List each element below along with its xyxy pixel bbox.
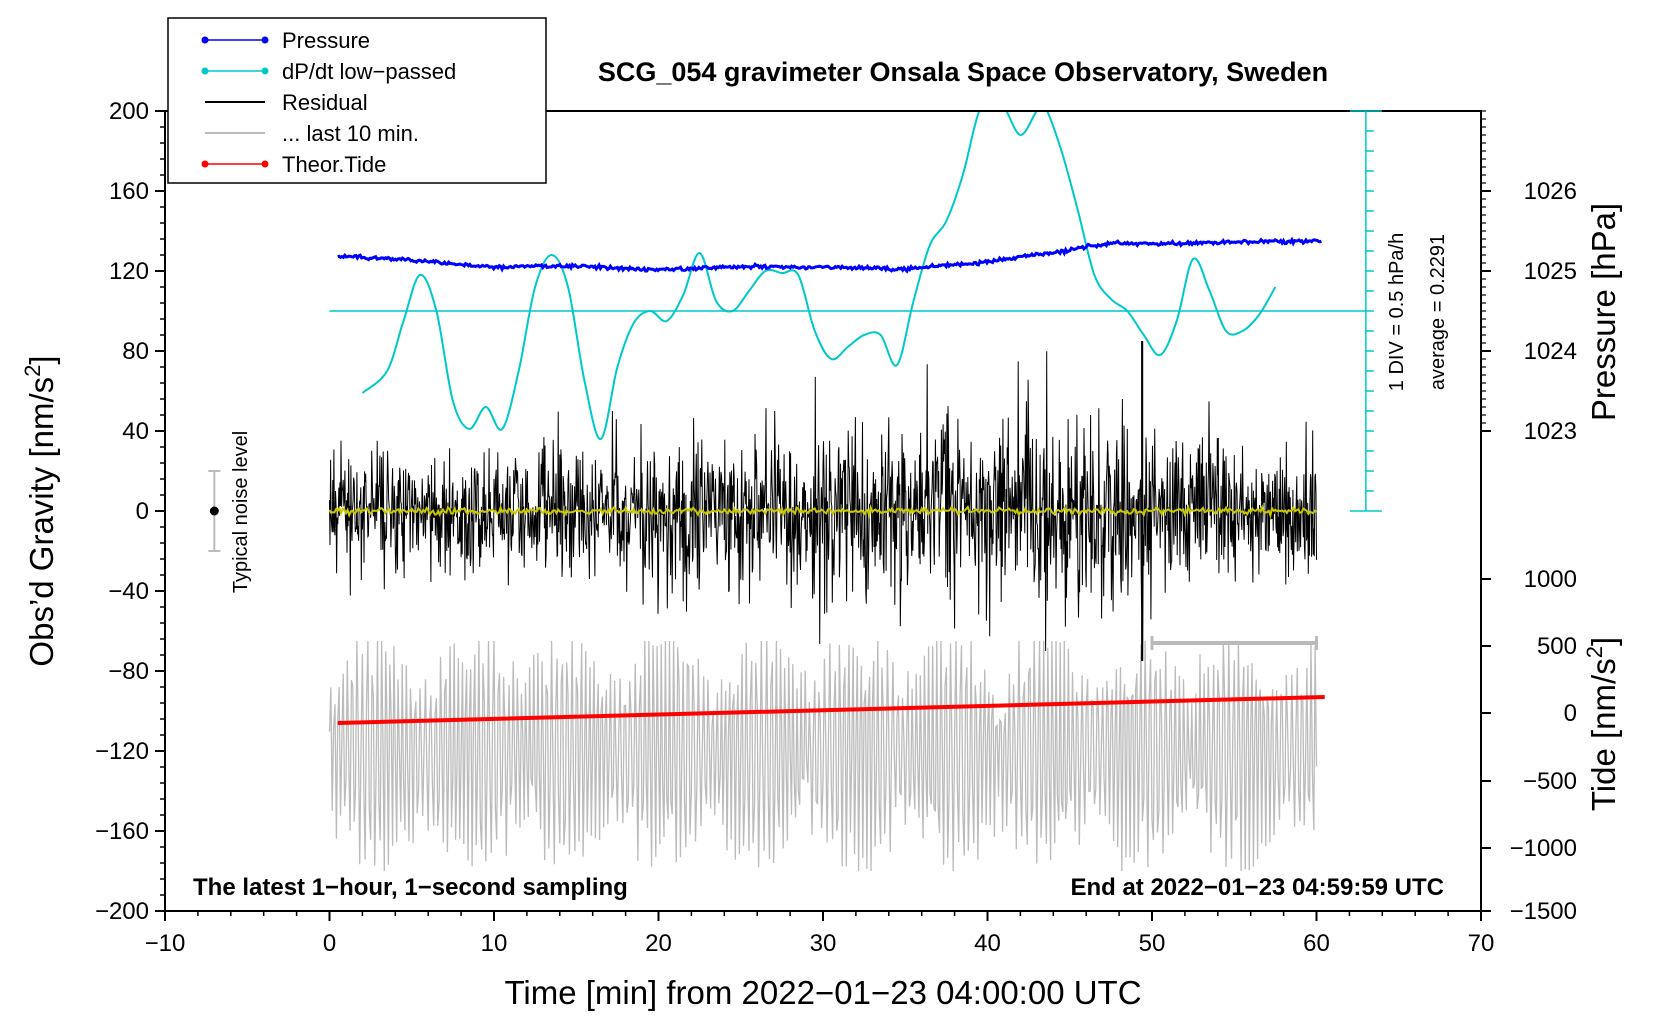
residual-line — [329, 341, 1317, 662]
chart-title: SCG_054 gravimeter Onsala Space Observat… — [598, 57, 1328, 87]
dpdt-div-label: 1 DIV = 0.5 hPa/h — [1386, 233, 1408, 391]
y-axis-label-pressure: Pressure [hPa] — [1585, 203, 1622, 421]
last-10-min-line — [328, 640, 1318, 872]
y-tick-label: 160 — [109, 178, 149, 205]
legend: Pressure dP/dt low−passed Residual ... l… — [167, 17, 547, 184]
x-tick-label: −10 — [145, 930, 186, 957]
legend-marker-pressure — [201, 36, 209, 44]
pressure-tick-label: 1026 — [1524, 178, 1577, 205]
x-tick-label: 20 — [645, 930, 672, 957]
x-tick-label: 40 — [974, 930, 1001, 957]
legend-label-pressure: Pressure — [282, 28, 370, 53]
x-tick-label: 70 — [1468, 930, 1495, 957]
legend-marker-dpdt — [261, 67, 269, 75]
axes-layer: −10 0 10 20 30 40 50 60 70 200 160 120 80 40 0 −40 −80 −1… — [95, 98, 1577, 957]
y-tick-label: 40 — [122, 418, 149, 445]
residual-smoothed-line — [328, 503, 1317, 519]
tide-tick-label: −1000 — [1510, 835, 1577, 862]
y-tick-label: 0 — [136, 498, 149, 525]
note-sampling: The latest 1−hour, 1−second sampling — [193, 874, 628, 901]
legend-entry-tide: Theor.Tide — [201, 152, 386, 177]
legend-label-dpdt: dP/dt low−passed — [282, 59, 456, 84]
y-axis-label-left: Obs’d Gravity [nm/s2] — [20, 355, 60, 666]
tide-tick-label: 500 — [1537, 633, 1577, 660]
y-tick-label: −40 — [108, 578, 149, 605]
legend-label-last10: ... last 10 min. — [282, 121, 419, 146]
y-tick-label: 120 — [109, 258, 149, 285]
legend-entry-residual: Residual — [205, 90, 368, 115]
tide-tick-label: −500 — [1523, 768, 1577, 795]
legend-entry-pressure: Pressure — [201, 28, 370, 53]
tide-tick-label: 0 — [1564, 700, 1577, 727]
legend-label-tide: Theor.Tide — [282, 152, 386, 177]
dpdt-average-label: average = 0.2291 — [1427, 234, 1449, 390]
x-tick-label: 0 — [323, 930, 336, 957]
x-tick-label: 10 — [481, 930, 508, 957]
y-axis-label-tide: Tide [nm/s2] — [1582, 637, 1622, 811]
legend-marker-tide — [201, 160, 209, 168]
y-tick-label: −120 — [95, 738, 149, 765]
legend-label-residual: Residual — [282, 90, 368, 115]
noise-level-label: Typical noise level — [230, 431, 252, 593]
pressure-tick-label: 1025 — [1524, 258, 1577, 285]
x-axis-label: Time [min] from 2022−01−23 04:00:00 UTC — [504, 974, 1141, 1011]
x-tick-label: 30 — [810, 930, 837, 957]
labels-layer: SCG_054 gravimeter Onsala Space Observat… — [20, 57, 1622, 1011]
legend-marker-tide — [261, 160, 269, 168]
x-tick-label: 60 — [1303, 930, 1330, 957]
series-layer — [328, 111, 1366, 872]
pressure-tick-label: 1023 — [1524, 418, 1577, 445]
legend-entry-dpdt: dP/dt low−passed — [201, 59, 456, 84]
legend-marker-pressure — [261, 36, 269, 44]
legend-box — [167, 17, 547, 184]
tide-tick-label: −1500 — [1510, 898, 1577, 925]
legend-entry-last10: ... last 10 min. — [205, 121, 419, 146]
tide-line — [337, 695, 1325, 725]
legend-marker-dpdt — [201, 67, 209, 75]
note-end-time: End at 2022−01−23 04:59:59 UTC — [1070, 874, 1444, 901]
tide-tick-label: 1000 — [1524, 566, 1577, 593]
y-tick-label: 200 — [109, 98, 149, 125]
y-tick-label: −200 — [95, 898, 149, 925]
y-tick-label: 80 — [122, 338, 149, 365]
plot-area — [328, 111, 1366, 872]
x-tick-label: 50 — [1139, 930, 1166, 957]
dpdt-line — [361, 111, 1277, 441]
y-tick-label: −160 — [95, 818, 149, 845]
noise-level-dot — [209, 506, 219, 516]
pressure-line — [337, 236, 1323, 274]
y-tick-label: −80 — [108, 658, 149, 685]
pressure-tick-label: 1024 — [1524, 338, 1577, 365]
